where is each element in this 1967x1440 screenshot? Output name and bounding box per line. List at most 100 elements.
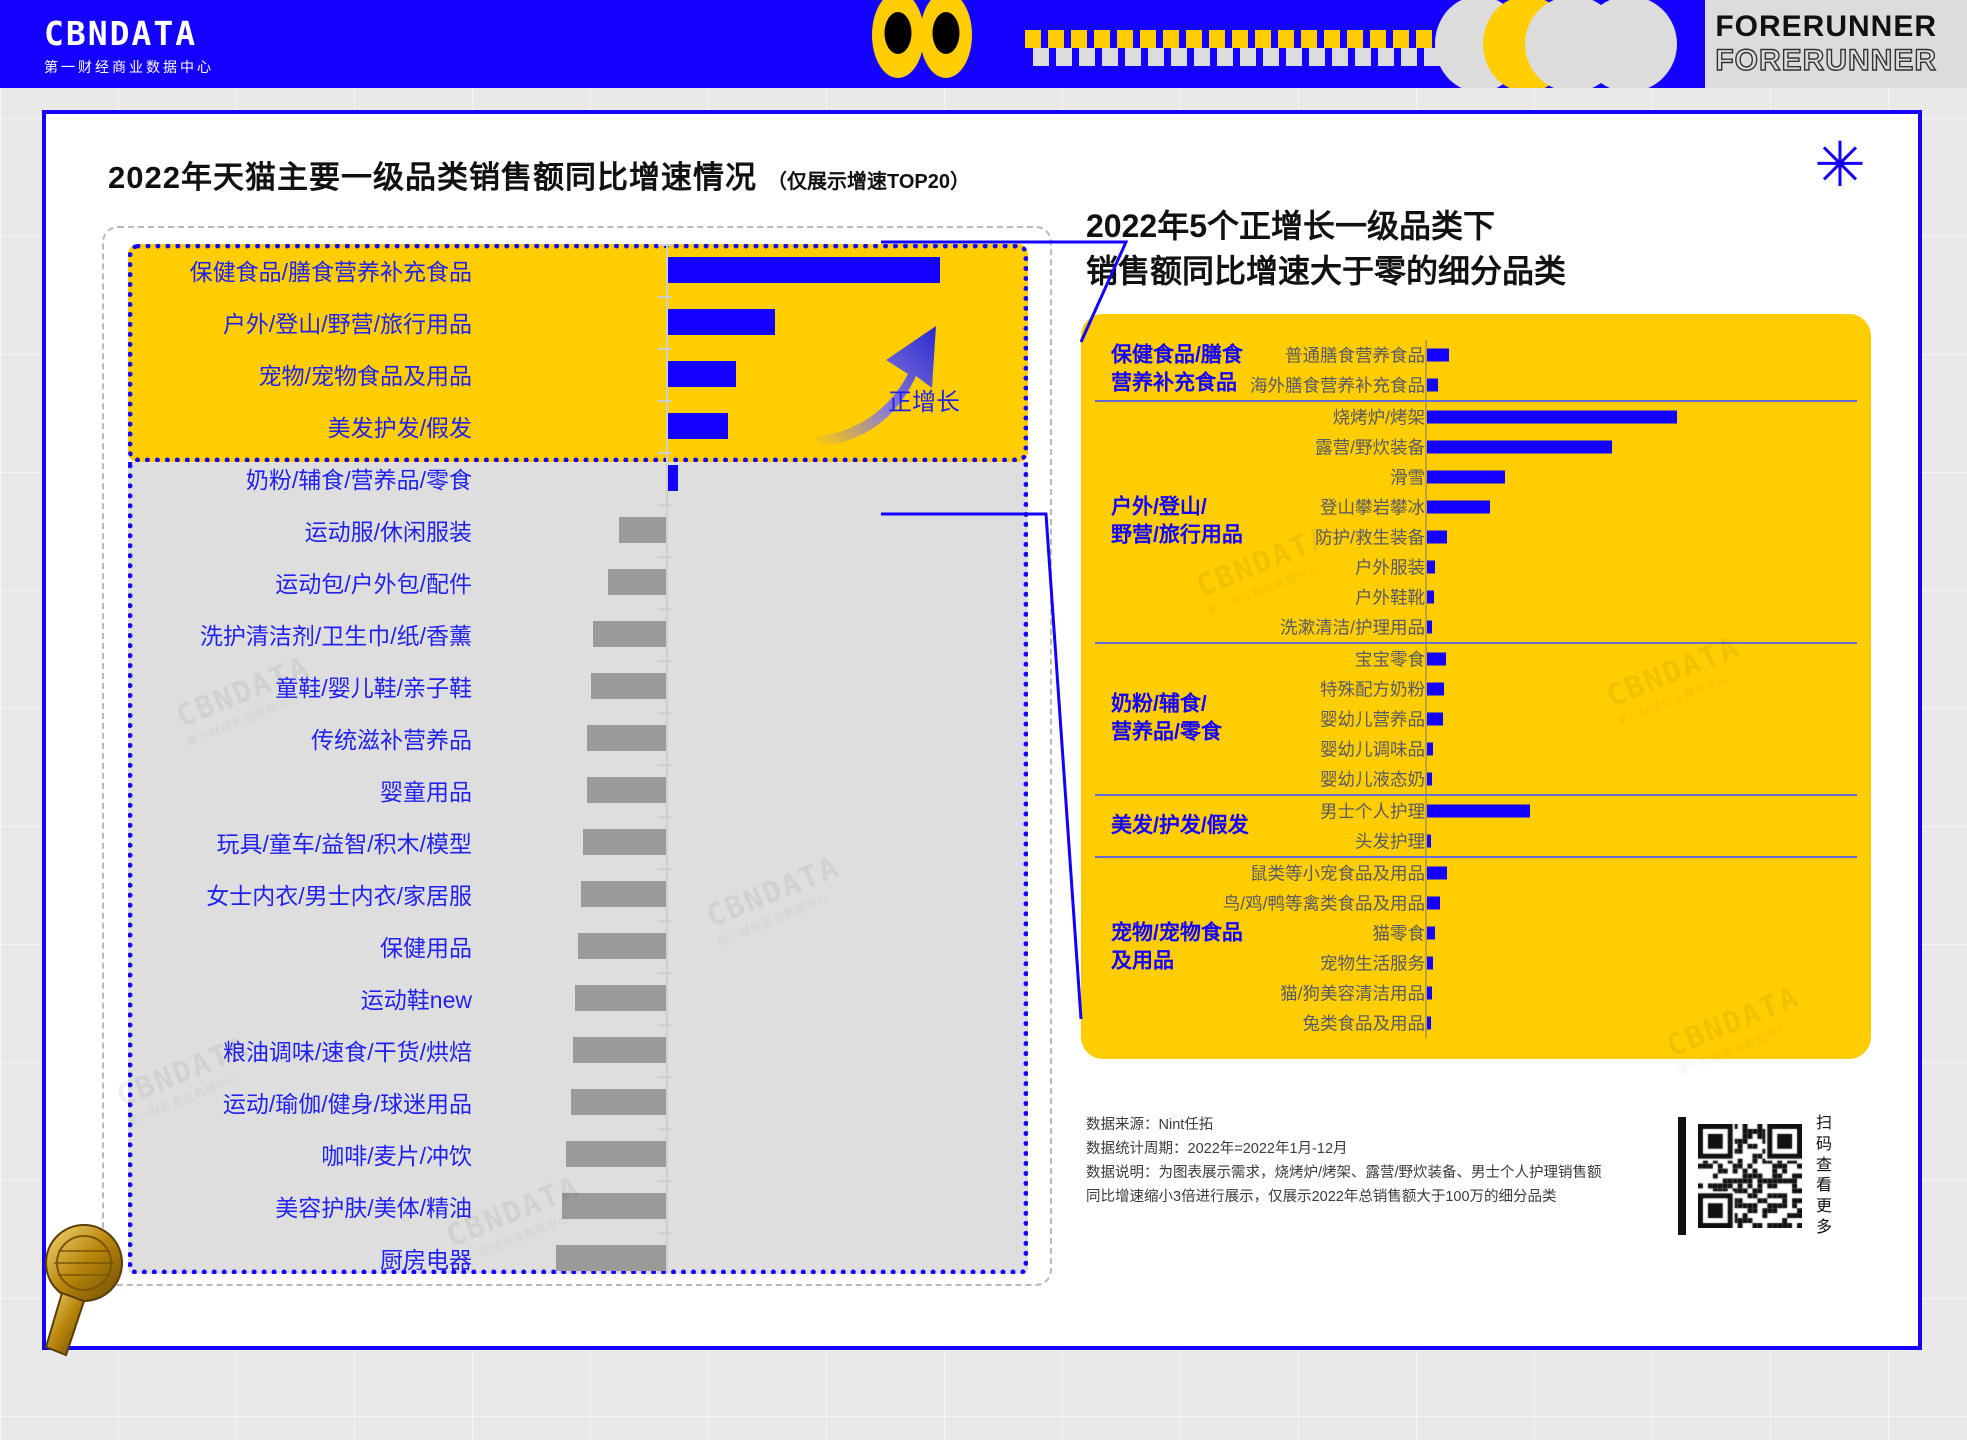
subcategory-bar [1427,986,1433,1000]
chart-row: 宠物/宠物食品及用品 [128,348,1028,400]
chart-row-label: 宠物/宠物食品及用品 [258,363,472,389]
axis-tick [658,452,672,454]
qr-accent-bar [1678,1117,1686,1236]
axis-tick [658,244,672,246]
subcategory-row: 头发护理 [1095,826,1857,856]
checker-cell [1393,30,1417,67]
source-notes: 数据来源：Nint任拓 数据统计周期：2022年=2022年1月-12月 数据说… [1086,1114,1726,1210]
chart-row-label: 美发护发/假发 [327,415,472,441]
subcategory-axis [1425,764,1427,794]
forerunner-title-solid: FORERUNNER [1715,10,1937,43]
subcategory-row: 兔类食品及用品 [1095,1008,1857,1038]
subcategory-axis [1425,704,1427,734]
subcategory-bar [1427,896,1441,910]
chart-bar [582,829,666,855]
subcategory-group-title: 奶粉/辅食/营养品/零食 [1111,691,1222,748]
subcategory-label: 户外鞋靴 [1355,587,1425,608]
qr-block[interactable]: 扫 码 查 看 更 多 [1678,1114,1838,1239]
group-title-line2: 营养补充食品 [1111,372,1237,395]
chart-row-label: 洗护清洁剂/卫生巾/纸/香薰 [199,623,472,649]
forerunner-wordmark: FORERUNNER FORERUNNER [1705,0,1967,88]
left-chart-rows: 保健食品/膳食营养补充食品 户外/登山/野营/旅行用品 宠物/宠物食品及用品 美发护发… [128,244,1028,1284]
axis-tick [658,868,672,870]
axis-tick [658,816,672,818]
subcategory-label: 婴幼儿调味品 [1320,739,1425,760]
axis-tick [658,1076,672,1078]
subcategory-bar [1427,742,1434,756]
left-chart-panel: 保健食品/膳食营养补充食品 户外/登山/野营/旅行用品 宠物/宠物食品及用品 美发护发… [102,226,1052,1286]
group-title-line2: 及用品 [1111,950,1174,973]
chart-row: 童鞋/婴儿鞋/亲子鞋 [128,660,1028,712]
chart-row-label: 运动鞋new [360,987,472,1013]
subcategory-group: 宠物/宠物食品 及用品 鼠类等小宠食品及用品 鸟/鸡/鸭等禽类食品及用品 猫零食 宠物生活… [1095,858,1857,1038]
subcategory-axis [1425,978,1427,1008]
circle-4 [1581,0,1678,88]
qr-code-image[interactable] [1698,1124,1802,1229]
chart-bar [593,621,666,647]
chart-row: 玩具/童车/益智/积木/模型 [128,816,1028,868]
subcategory-axis [1425,858,1427,888]
chart-row: 咖啡/麦片/冲饮 [128,1128,1028,1180]
subcategory-bar [1427,620,1433,634]
subcategory-bar [1427,348,1450,362]
subcategory-axis [1425,370,1427,400]
chart-bar [587,725,666,751]
chart-row: 女士内衣/男士内衣/家居服 [128,868,1028,920]
subcategory-axis [1425,492,1427,522]
subcategory-bar [1427,804,1530,818]
subcategory-group: 美发/护发/假发 男士个人护理 头发护理 [1095,796,1857,858]
subcategory-row: 男士个人护理 [1095,796,1857,826]
forerunner-title-outline: FORERUNNER [1715,43,1937,77]
subcategory-row: 猫零食 [1095,918,1857,948]
checker-cell [1140,30,1164,67]
chart-bar [607,569,666,595]
subcategory-label: 普通膳食营养食品 [1285,345,1425,366]
checker-cell [1347,30,1371,67]
negative-growth-block [128,462,1028,1274]
chart-bar [668,413,728,439]
checker-cell [1048,30,1072,67]
axis-tick [658,1024,672,1026]
subcategory-bar [1427,712,1444,726]
subcategory-axis [1425,1008,1427,1038]
subcategory-row: 滑雪 [1095,462,1857,492]
chart-row-label: 户外/登山/野营/旅行用品 [222,311,472,337]
eye-left-icon [872,0,924,78]
group-title-line1: 美发/护发/假发 [1111,813,1249,837]
cbndata-logo-subtitle: 第一财经商业数据中心 [44,59,214,75]
subcategory-row: 宝宝零食 [1095,644,1857,674]
chart-row-label: 传统滋补营养品 [311,727,472,753]
chart-row: 美容护肤/美体/精油 [128,1180,1028,1232]
subcategory-bar [1427,410,1677,424]
subcategory-axis [1425,948,1427,978]
subcategory-bar [1427,590,1435,604]
checker-cell [1025,30,1049,67]
chart-row: 运动服/休闲服装 [128,504,1028,556]
axis-tick [658,400,672,402]
chart-row-label: 美容护肤/美体/精油 [275,1195,472,1221]
checker-cell [1186,30,1210,67]
chart-row: 婴童用品 [128,764,1028,816]
subcategory-bar [1427,378,1439,392]
subcategory-label: 烧烤炉/烤架 [1332,407,1425,428]
checker-cell [1117,30,1141,67]
note-explain-2: 同比增速缩小3倍进行展示，仅展示2022年总销售额大于100万的细分品类 [1086,1188,1557,1205]
axis-tick [658,1232,672,1234]
subcategory-row: 猫/狗美容清洁用品 [1095,978,1857,1008]
group-title-line1: 宠物/宠物食品 [1111,921,1243,945]
subcategory-label: 海外膳食营养补充食品 [1250,375,1425,396]
subcategory-row: 露营/野炊装备 [1095,432,1857,462]
note-explain-1: 数据说明：为图表展示需求，烧烤炉/烤架、露营/野炊装备、男士个人护理销售额 [1086,1164,1602,1181]
subcategory-bar [1427,440,1612,454]
page-title-note: （仅展示增速TOP20） [766,171,970,193]
chart-bar [668,309,776,335]
chart-bar [570,1089,666,1115]
subcategory-axis [1425,340,1427,370]
qr-caption-5: 更 [1816,1198,1833,1216]
subcategory-axis [1425,402,1427,432]
cbndata-logo-text: CBNDATA [44,14,198,53]
chart-row: 传统滋补营养品 [128,712,1028,764]
subcategory-axis [1425,796,1427,826]
left-chart: 保健食品/膳食营养补充食品 户外/登山/野营/旅行用品 宠物/宠物食品及用品 美发护发… [128,244,1028,1274]
chart-bar [574,985,666,1011]
